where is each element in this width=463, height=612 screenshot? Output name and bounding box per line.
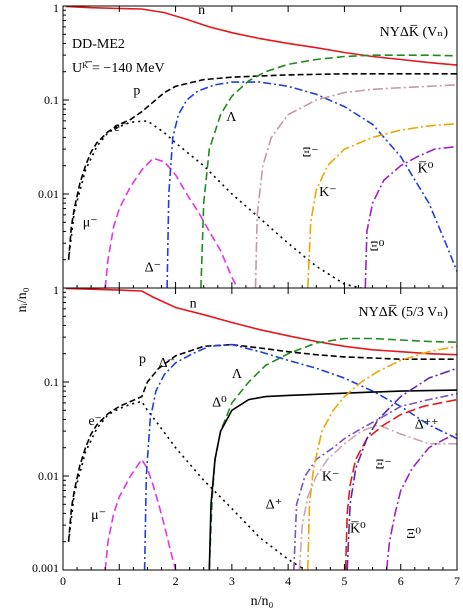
y-tick-label: 0.1 (44, 375, 59, 389)
curve-label: K̅⁰ (350, 521, 366, 536)
curve-label: p (139, 352, 146, 367)
potential-note: Uᴷ̅ = −140 MeV (72, 61, 165, 76)
series-line (104, 457, 177, 570)
curve-label: Δ⁻ (159, 356, 175, 371)
x-tick-label: 2 (173, 574, 179, 588)
x-tick-label: 4 (285, 574, 291, 588)
x-tick-label: 0 (60, 574, 66, 588)
series-line (307, 122, 457, 288)
y-axis-label: nᵢ/n₀ (15, 287, 30, 312)
y-tick-label: 0.001 (32, 561, 59, 575)
x-axis-label: n/n₀ (251, 594, 274, 609)
curve-label: K̅⁰ (418, 161, 434, 176)
series-line (344, 398, 457, 570)
curve-label: Λ (232, 367, 243, 382)
curve-label: Δ⁺ (266, 498, 282, 513)
series-line (67, 343, 457, 542)
x-tick-label: 1 (116, 574, 122, 588)
curve-label: e⁻ (88, 414, 102, 429)
curve-label: K⁻ (322, 469, 340, 484)
y-tick-label: 1 (53, 1, 59, 15)
curve-label: Λ (226, 110, 237, 125)
curve-label: n (198, 3, 205, 18)
curve-label: μ⁻ (91, 508, 106, 523)
bottom-panel-title: NYΔK̅ (5/3 Vₙ) (359, 305, 449, 320)
series-line (254, 84, 457, 288)
top-panel-title: NYΔK̅ (Vₙ) (380, 25, 449, 40)
curve-label: n (190, 297, 197, 312)
bottom-panel: 0 1 2 3 4 5 6 7 0.001 0.01 0.1 1 n p e⁻ μ⁻ Δ⁻ Λ Δ⁰ Δ⁺ K⁻ K̅⁰ Δ… (32, 283, 460, 588)
series-line (65, 6, 457, 66)
curve-label: Δ⁰ (212, 395, 227, 410)
model-note: DD-ME2 (72, 37, 125, 52)
series-line (166, 81, 457, 288)
curve-label: Ξ⁻ (375, 458, 391, 473)
x-tick-label: 5 (341, 574, 347, 588)
x-tick-label: 3 (229, 574, 235, 588)
series-line (67, 73, 457, 260)
top-panel: 0.01 0.1 1 n p e⁻ μ⁻ Δ⁻ Λ Ξ⁻ K⁻ Ξ⁰ K̅⁰ (38, 1, 458, 289)
x-tick-label: 7 (454, 574, 460, 588)
curve-label: Ξ⁰ (370, 240, 385, 255)
series-line (385, 433, 457, 570)
y-tick-label: 1 (53, 283, 59, 297)
series-line (200, 54, 457, 288)
curve-label: Ξ⁻ (302, 146, 318, 161)
series-line (298, 424, 457, 570)
y-tick-label: 0.01 (38, 469, 59, 483)
series-line (293, 392, 457, 570)
curve-label: Ξ⁰ (406, 527, 421, 542)
y-tick-label: 0.1 (44, 93, 59, 107)
series-line (208, 389, 457, 570)
curve-label: Δ⁺⁺ (415, 418, 439, 433)
series-line (104, 157, 239, 288)
y-tick-label: 0.01 (38, 187, 59, 201)
series-line (65, 288, 457, 356)
curve-label: K⁻ (319, 185, 337, 200)
series-line (364, 145, 457, 288)
curve-label: p (133, 83, 140, 98)
series-line (346, 367, 457, 570)
curve-label: e⁻ (114, 120, 128, 135)
series-line (307, 345, 457, 570)
curve-label: Δ⁻ (145, 260, 161, 275)
series-line (67, 120, 362, 288)
x-tick-label: 6 (398, 574, 404, 588)
series-line (67, 400, 306, 570)
curve-label: μ⁻ (83, 216, 98, 231)
series-line (143, 343, 457, 570)
